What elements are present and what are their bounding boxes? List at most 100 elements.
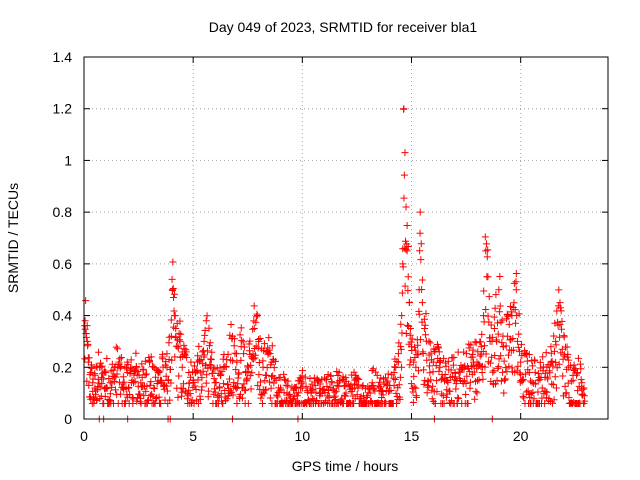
data-point [435, 344, 443, 352]
data-point [392, 364, 400, 372]
data-point [282, 381, 290, 389]
data-point [455, 395, 463, 403]
data-point [218, 368, 226, 376]
data-point [169, 284, 177, 292]
data-point [397, 320, 405, 328]
data-point [212, 378, 220, 386]
data-point [391, 363, 399, 371]
data-point [412, 363, 420, 371]
data-point [552, 358, 560, 366]
data-point [206, 339, 214, 347]
data-point [557, 307, 565, 315]
data-point [268, 342, 276, 350]
data-point [88, 364, 96, 372]
data-point [100, 369, 108, 377]
data-point [416, 229, 424, 237]
data-point [573, 369, 581, 377]
data-point [163, 350, 171, 358]
data-point [113, 391, 121, 399]
data-point [83, 322, 91, 330]
data-point [558, 325, 566, 333]
data-point [563, 343, 571, 351]
data-point [406, 361, 414, 369]
data-point [557, 349, 565, 357]
data-point [480, 287, 488, 295]
data-point [255, 371, 263, 379]
data-point [258, 399, 266, 407]
data-point [286, 390, 294, 398]
data-point [271, 374, 279, 382]
data-point [332, 387, 340, 395]
data-point [512, 278, 520, 286]
data-point [478, 330, 486, 338]
data-point [421, 321, 429, 329]
data-point [98, 362, 106, 370]
data-point [260, 389, 268, 397]
data-point [416, 208, 424, 216]
data-point [250, 325, 258, 332]
data-point [97, 363, 105, 371]
data-point [396, 395, 404, 403]
data-point [413, 393, 421, 401]
data-point [280, 375, 288, 383]
data-point [226, 387, 234, 395]
x-tick-label: 15 [404, 428, 420, 444]
data-point [419, 350, 427, 358]
data-point [462, 350, 470, 358]
data-point [208, 348, 216, 356]
data-point [261, 377, 269, 385]
data-point [232, 366, 240, 374]
data-point [268, 373, 276, 381]
y-tick-label: 0 [64, 411, 72, 427]
data-point [376, 378, 384, 386]
data-point [188, 396, 196, 404]
data-point [405, 298, 413, 306]
data-point [552, 341, 560, 349]
data-point [146, 357, 154, 365]
data-point [425, 362, 433, 370]
data-point [353, 391, 361, 399]
data-point [417, 256, 425, 264]
data-point [81, 325, 89, 333]
data-point [255, 359, 263, 367]
data-point [175, 329, 183, 337]
data-point [416, 247, 424, 255]
data-point [491, 351, 499, 359]
data-point [147, 353, 155, 361]
data-point [451, 373, 459, 381]
data-point [488, 333, 496, 341]
data-point [205, 324, 213, 332]
data-point [195, 342, 203, 350]
x-tick-label: 0 [80, 428, 88, 444]
data-point [539, 353, 547, 361]
data-point [150, 384, 158, 392]
data-point [301, 373, 309, 381]
data-point [494, 330, 502, 338]
data-point [130, 379, 138, 387]
data-point [139, 366, 147, 374]
data-point [266, 394, 274, 402]
data-point [435, 348, 443, 356]
data-point [466, 384, 474, 392]
data-point [176, 317, 184, 325]
data-point [338, 376, 346, 384]
data-point [230, 342, 238, 350]
data-point [84, 340, 92, 348]
data-point [530, 395, 538, 403]
data-point [293, 392, 301, 400]
data-point [219, 355, 227, 363]
data-point [496, 272, 504, 280]
data-point [207, 356, 215, 364]
data-point [284, 377, 292, 385]
data-point [209, 369, 217, 377]
data-point [398, 329, 406, 337]
data-point [92, 362, 100, 370]
data-point [525, 351, 533, 359]
data-point [229, 391, 237, 399]
data-point [422, 310, 430, 318]
data-point [414, 351, 422, 359]
data-point [539, 363, 547, 371]
data-point [400, 194, 408, 202]
x-tick-label: 20 [513, 428, 529, 444]
data-point [163, 387, 171, 395]
